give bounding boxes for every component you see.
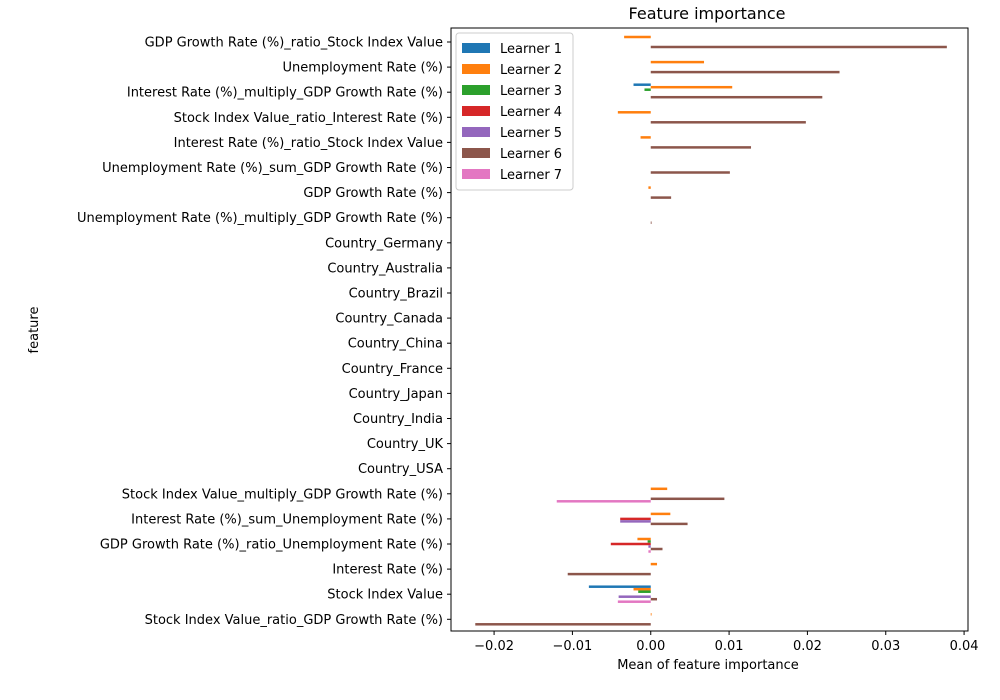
legend-label: Learner 6: [500, 147, 562, 162]
bar-learner-6-row-1: [650, 45, 947, 49]
bar-learner-6-row-20: [650, 522, 688, 526]
chart-title: Feature importance: [629, 4, 786, 23]
y-tick-label: Country_India: [353, 412, 443, 427]
bar-learner-6-row-3: [650, 95, 823, 99]
bar-learner-6-row-7: [650, 196, 672, 199]
bar-learner-5-row-23: [618, 595, 651, 598]
y-axis-label: feature: [27, 307, 42, 354]
y-tick-label: GDP Growth Rate (%)_ratio_Stock Index Va…: [145, 36, 443, 51]
x-tick-label: −0.01: [552, 639, 592, 654]
legend-swatch: [462, 148, 490, 158]
y-tick-label: Interest Rate (%)_ratio_Stock Index Valu…: [174, 136, 443, 151]
bar-learner-6-row-23: [650, 597, 658, 601]
y-tick-label: Stock Index Value: [327, 588, 443, 603]
legend-swatch: [462, 169, 490, 179]
bar-learner-2-row-7: [648, 186, 651, 189]
bar-learner-6-row-19: [650, 497, 725, 501]
bar-learner-2-row-4: [617, 111, 651, 114]
bar-learner-6-row-22: [567, 572, 651, 576]
bar-learner-1-row-3: [633, 83, 651, 86]
bars-layer: [475, 35, 947, 626]
legend-label: Learner 4: [500, 105, 562, 120]
bar-learner-2-row-20: [650, 512, 671, 516]
y-tick-label: Interest Rate (%)_sum_Unemployment Rate …: [131, 512, 443, 527]
legend-label: Learner 7: [500, 168, 562, 183]
bar-learner-7-row-21: [648, 550, 651, 553]
y-tick-label: Unemployment Rate (%)_sum_GDP Growth Rat…: [102, 161, 443, 176]
legend-label: Learner 2: [500, 63, 562, 78]
y-tick-label: Country_Brazil: [349, 287, 443, 302]
y-tick-label: Country_Japan: [349, 387, 443, 402]
bar-learner-6-row-6: [650, 171, 730, 174]
bar-learner-6-row-2: [650, 70, 840, 74]
bar-learner-2-row-2: [650, 60, 705, 64]
legend-label: Learner 5: [500, 126, 562, 141]
y-tick-label: Country_Germany: [325, 236, 443, 251]
y-tick-label: Country_France: [342, 362, 443, 377]
x-tick-label: 0.00: [636, 639, 665, 654]
y-tick-label: GDP Growth Rate (%): [303, 186, 443, 201]
bar-learner-6-row-5: [650, 146, 752, 149]
y-tick-label: Interest Rate (%)_multiply_GDP Growth Ra…: [127, 86, 443, 101]
plot-frame: [450, 27, 969, 632]
y-tick-label: Country_Canada: [335, 312, 443, 327]
bar-learner-3-row-3: [644, 88, 651, 91]
bar-learner-4-row-21: [610, 542, 651, 546]
bar-learner-2-row-21: [637, 537, 651, 541]
bar-learner-7-row-23: [617, 600, 651, 603]
y-tick-label: GDP Growth Rate (%)_ratio_Unemployment R…: [100, 538, 443, 553]
x-axis: −0.02 −0.01 0.00 0.01 0.02 0.03 0.04: [474, 631, 979, 654]
y-tick-label: Stock Index Value_ratio_GDP Growth Rate …: [145, 613, 443, 628]
legend-swatch: [462, 64, 490, 74]
legend-label: Learner 3: [500, 84, 562, 99]
legend: Learner 1 Learner 2 Learner 3 Learner 4 Lear…: [455, 32, 574, 191]
bar-learner-2-row-23: [633, 587, 651, 591]
y-tick-label: Stock Index Value_multiply_GDP Growth Ra…: [122, 487, 443, 502]
y-tick-label: Country_UK: [367, 437, 444, 452]
bar-learner-6-row-21: [650, 547, 663, 551]
y-tick-label: Unemployment Rate (%)_multiply_GDP Growt…: [77, 211, 443, 226]
y-tick-label: Unemployment Rate (%): [283, 61, 444, 76]
x-tick-label: 0.01: [715, 639, 744, 654]
bar-learner-3-row-23: [638, 590, 651, 593]
bar-learner-5-row-20: [620, 520, 651, 523]
bar-learner-3-row-21: [647, 540, 651, 543]
bar-learner-6-row-8: [650, 221, 652, 224]
bar-learner-2-row-1: [624, 35, 651, 39]
bar-learner-5-row-21: [648, 545, 651, 548]
y-tick-label: Country_USA: [358, 462, 443, 477]
x-tick-label: −0.02: [474, 639, 514, 654]
bar-learner-2-row-22: [650, 562, 658, 566]
y-tick-label: Country_China: [348, 337, 443, 352]
bar-learner-2-row-5: [640, 136, 651, 139]
x-tick-label: 0.02: [793, 639, 822, 654]
bar-learner-2-row-24: [650, 613, 652, 616]
bar-learner-7-row-19: [556, 500, 651, 503]
legend-label: Learner 1: [500, 42, 562, 57]
y-axis: GDP Growth Rate (%)_ratio_Stock Index Va…: [77, 36, 451, 628]
legend-swatch: [462, 106, 490, 116]
legend-swatch: [462, 85, 490, 95]
x-tick-label: 0.04: [950, 639, 979, 654]
bar-learner-6-row-4: [650, 121, 806, 124]
bar-learner-2-row-3: [650, 85, 733, 89]
legend-swatch: [462, 127, 490, 137]
bar-learner-2-row-19: [650, 487, 668, 491]
x-axis-label: Mean of feature importance: [617, 658, 799, 673]
y-tick-label: Country_Australia: [327, 261, 443, 276]
bar-learner-1-row-23: [588, 585, 651, 588]
y-tick-label: Stock Index Value_ratio_Interest Rate (%…: [174, 111, 443, 126]
x-tick-label: 0.03: [871, 639, 900, 654]
legend-swatch: [462, 43, 490, 53]
y-tick-label: Interest Rate (%): [332, 563, 443, 578]
bar-learner-6-row-24: [475, 623, 651, 626]
bar-learner-4-row-20: [620, 517, 651, 521]
